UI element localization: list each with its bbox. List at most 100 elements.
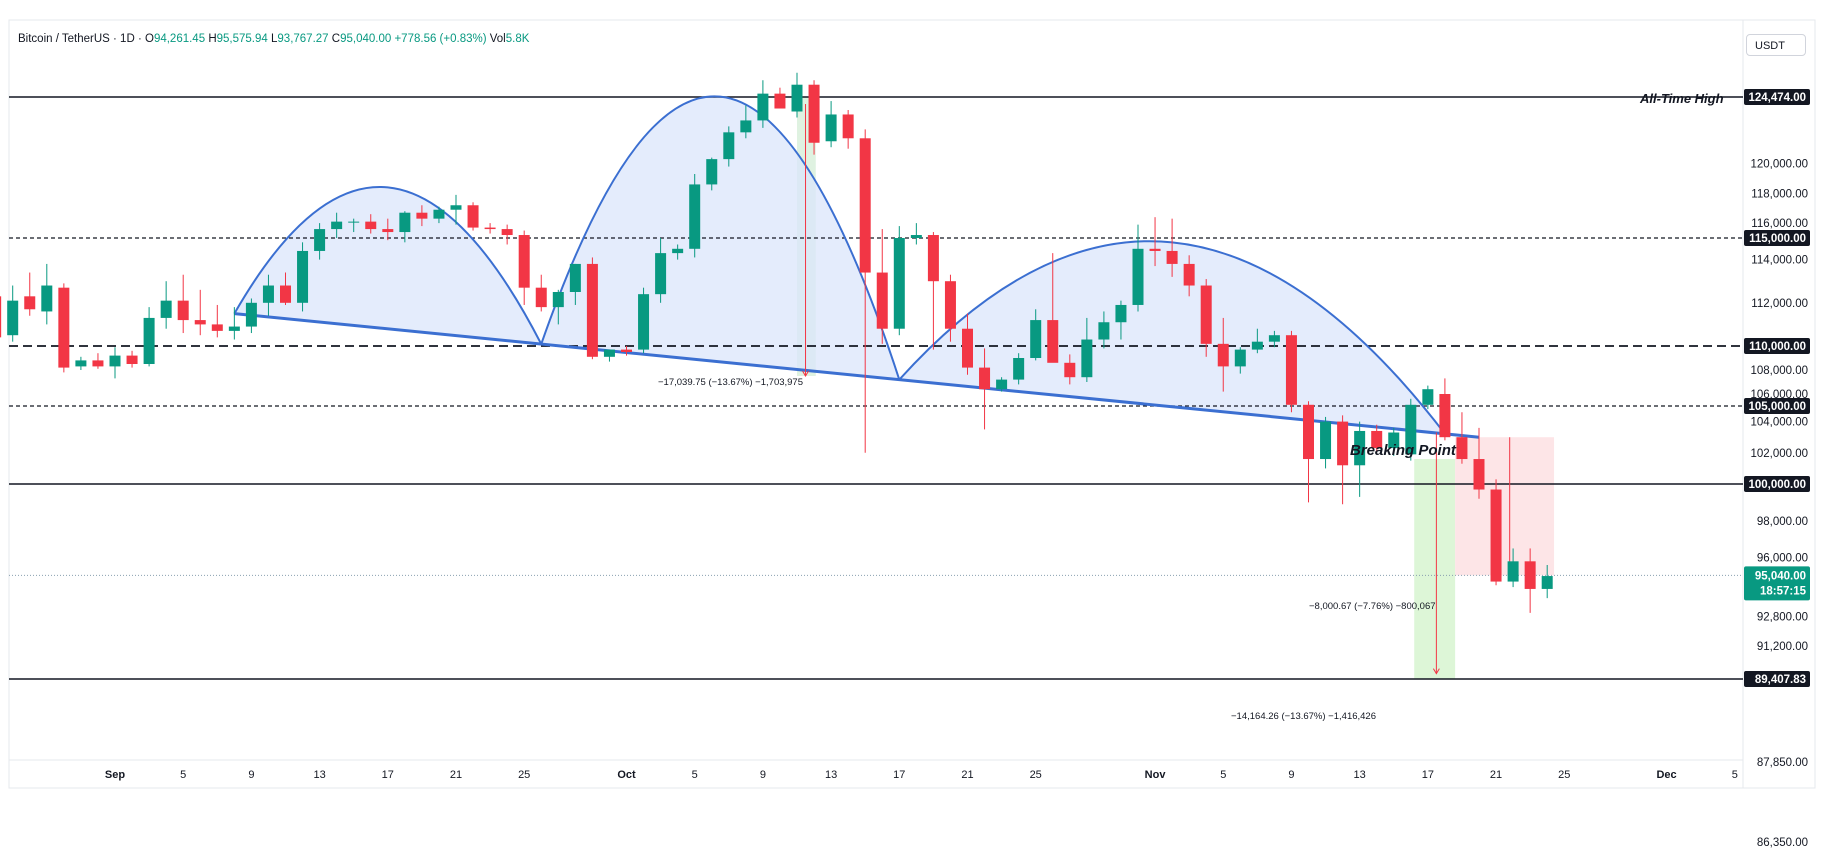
candle-body-32: [535, 287, 547, 308]
candle-body-56: [944, 281, 956, 329]
measure-label-breakdown: −8,000.67 (−7.76%) −800,067: [1309, 601, 1436, 612]
left-shoulder-arc: [233, 186, 543, 345]
x-tick-label-14: Nov: [1145, 769, 1167, 781]
close-label: C: [331, 33, 341, 45]
y-tick-label-8: 102,000.00: [1750, 448, 1808, 460]
candles[interactable]: [0, 72, 1553, 613]
y-tick-label-13: 87,850.00: [1757, 757, 1808, 769]
x-tick-label-15: 5: [1220, 769, 1226, 781]
y-tick-label-12: 91,200.00: [1757, 641, 1808, 653]
x-tick-label-18: 17: [1422, 769, 1434, 781]
candle-body-27: [450, 205, 462, 210]
candle-body-45: [757, 93, 769, 121]
candle-body-72: [1217, 343, 1229, 367]
candle-body-8: [126, 355, 138, 364]
candle-body-66: [1115, 304, 1127, 323]
candle-body-85: [1439, 394, 1451, 438]
candle-body-48: [808, 84, 820, 143]
candle-body-64: [1081, 339, 1093, 378]
breaking-point-label: Breaking Point: [1350, 442, 1457, 459]
volume-label: Vol: [489, 33, 506, 45]
x-tick-label-16: 9: [1288, 769, 1294, 781]
x-tick-label-11: 17: [893, 769, 905, 781]
level-label-box-2: [1744, 338, 1810, 354]
candle-body-6: [92, 360, 104, 367]
open-label: O: [144, 33, 154, 45]
right-shoulder-fill: [899, 241, 1445, 434]
measure-label-head: −17,039.75 (−13.67%) −1,703,975: [658, 377, 803, 388]
symbol-header: Bitcoin / TetherUS · 1D · O94,261.45 H95…: [18, 33, 529, 45]
candle-body-30: [501, 229, 513, 236]
y-tick-label-5: 108,000.00: [1750, 365, 1808, 377]
time-axis[interactable]: Sep 5 9 13 17 21 25 Oct 5 9 13 17 21 25 Nov 5 9 13 17 21 25 D…: [105, 769, 1738, 781]
symbol-name: Bitcoin / TetherUS · 1D ·: [18, 33, 142, 45]
candle-body-60: [1013, 358, 1025, 380]
x-tick-label-2: 9: [248, 769, 254, 781]
candle-body-20: [331, 221, 343, 230]
candle-body-14: [228, 326, 240, 331]
candle-body-68: [1149, 248, 1161, 251]
level-label-1: 115,000.00: [1749, 233, 1806, 245]
candle-body-73: [1234, 349, 1246, 367]
candle-body-63: [1064, 362, 1076, 378]
candle-body-38: [638, 294, 650, 350]
candle-body-37: [621, 349, 632, 352]
level-label-5: 89,407.83: [1755, 674, 1806, 686]
candle-body-55: [927, 235, 939, 282]
candle-body-39: [655, 253, 667, 295]
x-tick-label-12: 21: [961, 769, 973, 781]
x-tick-label-1: 5: [180, 769, 186, 781]
candle-body-12: [194, 320, 206, 325]
measure-zone-breakdown: [1455, 437, 1555, 576]
level-label-0: 124,474.00: [1748, 92, 1806, 104]
candle-body-54: [910, 235, 922, 238]
close-value: 95,040.00: [340, 33, 392, 45]
candle-body-7: [109, 355, 121, 367]
candle-body-87: [1473, 459, 1485, 490]
level-label-3: 105,000.00: [1748, 401, 1806, 413]
candle-body-9: [143, 317, 155, 364]
candle-body-21: [348, 221, 360, 223]
candle-body-25: [416, 212, 428, 219]
high-value: 95,575.94: [216, 33, 268, 45]
y-tick-label-7: 104,000.00: [1750, 417, 1808, 429]
candle-body-76: [1285, 335, 1297, 405]
candle-body-88: [1490, 489, 1502, 582]
candle-body-24: [399, 212, 411, 233]
horizontal-levels: [9, 96, 1743, 680]
annotations: Breaking Point −17,039.75 (−13.67%) −1,7…: [658, 91, 1724, 722]
y-tick-label-3: 114,000.00: [1751, 255, 1808, 267]
candle-body-75: [1268, 335, 1280, 342]
candle-body-40: [672, 248, 684, 254]
candle-body-28: [467, 205, 479, 228]
candle-body-47: [791, 84, 803, 112]
left-shoulder-fill: [234, 186, 542, 345]
y-tick-label-0: 120,000.00: [1750, 159, 1808, 171]
pattern-fills: [234, 96, 1555, 679]
all-time-high-label: All-Time High: [1639, 91, 1724, 106]
candle-body-81: [1371, 430, 1383, 449]
open-value: 94,261.45: [153, 33, 206, 45]
head-arc: [540, 95, 901, 380]
y-tick-label-9: 98,000.00: [1757, 516, 1808, 528]
candle-body-10: [160, 300, 172, 318]
price-axis[interactable]: 120,000.00 118,000.00 116,000.00 114,000.00…: [1744, 89, 1810, 849]
candle-body-13: [211, 324, 223, 331]
candle-body-3: [41, 285, 53, 312]
candle-body-53: [893, 238, 905, 329]
currency-button[interactable]: USDT: [1746, 34, 1806, 56]
x-tick-label-21: Dec: [1656, 769, 1676, 781]
candle-body-74: [1251, 341, 1263, 350]
candle-body-4: [58, 287, 70, 368]
candle-body-43: [723, 132, 735, 160]
level-label-box-5: [1744, 671, 1810, 687]
x-tick-label-9: 9: [760, 769, 766, 781]
candle-body-0: [0, 296, 2, 338]
y-tick-label-4: 112,000.00: [1751, 298, 1808, 310]
y-tick-label-11: 92,800.00: [1757, 612, 1808, 624]
candle-body-34: [569, 263, 581, 292]
candle-body-77: [1303, 404, 1314, 460]
candle-body-46: [774, 93, 786, 109]
candle-body-2: [24, 296, 36, 310]
